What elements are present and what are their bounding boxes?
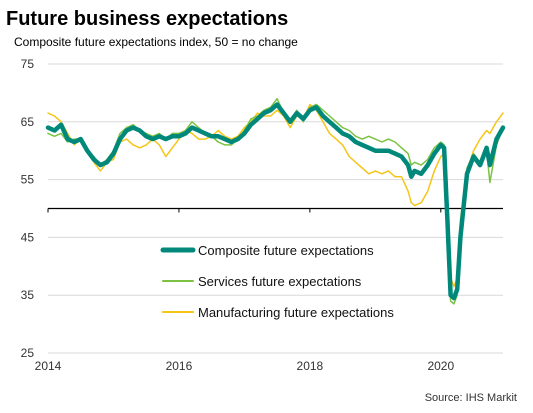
legend-label-composite-future-expectations: Composite future expectations — [198, 243, 374, 258]
legend: Composite future expectations Services fu… — [160, 243, 394, 320]
y-tick-label-55: 55 — [21, 173, 35, 187]
chart-title: Future business expectations — [6, 8, 288, 30]
legend-label-manufacturing-future-expectations: Manufacturing future expectations — [198, 305, 394, 320]
x-tick-label-2018: 2018 — [297, 359, 324, 373]
source-note: Source: IHS Markit — [425, 392, 517, 404]
y-tick-label-45: 45 — [21, 230, 35, 244]
x-axis: 2014 2016 2018 2020 — [35, 207, 503, 373]
y-tick-label-75: 75 — [21, 57, 35, 71]
x-tick-label-2014: 2014 — [35, 359, 62, 373]
y-axis-ticks: 75 65 55 45 35 25 — [21, 57, 35, 360]
y-tick-label-35: 35 — [21, 288, 35, 302]
x-tick-label-2016: 2016 — [166, 359, 193, 373]
x-tick-label-2020: 2020 — [427, 359, 454, 373]
gridlines — [48, 63, 503, 354]
chart-subtitle: Composite future expectations index, 50 … — [14, 35, 298, 49]
y-tick-label-65: 65 — [21, 115, 35, 129]
series-lines — [45, 97, 506, 305]
series-line-manufacturing-future-expectations — [47, 103, 504, 288]
y-tick-label-25: 25 — [21, 346, 35, 360]
series-line-composite-future-expectations — [45, 102, 506, 301]
legend-label-services-future-expectations: Services future expectations — [198, 274, 362, 289]
